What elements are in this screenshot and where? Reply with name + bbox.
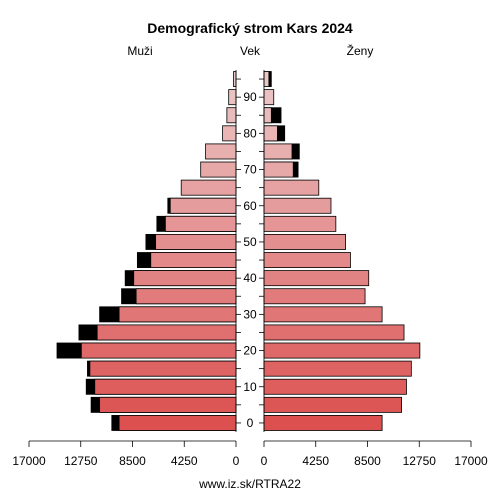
- female-bar: [263, 414, 383, 431]
- female-bar: [263, 179, 320, 196]
- male-bar: [180, 179, 237, 196]
- male-bar: [226, 107, 237, 124]
- male-bar: [118, 306, 237, 323]
- female-bar: [263, 125, 278, 142]
- female-bar: [263, 107, 272, 124]
- age-tick-label: 10: [243, 380, 257, 394]
- male-bar: [222, 125, 237, 142]
- x-tick-label: 0: [261, 454, 268, 468]
- male-bar: [164, 215, 237, 232]
- x-tick-label: 4250: [171, 454, 198, 468]
- female-bar: [263, 324, 405, 341]
- male-bar: [133, 270, 237, 287]
- male-bar: [228, 89, 237, 106]
- x-tick-label: 8500: [119, 454, 146, 468]
- age-tick-label: 0: [247, 416, 254, 430]
- male-bar: [150, 252, 237, 269]
- female-bar: [263, 71, 270, 88]
- age-tick-label: 80: [243, 126, 257, 140]
- x-axis-left: 17000 12750 8500 4250 0: [12, 440, 240, 468]
- male-bar: [205, 143, 237, 160]
- male-bar: [155, 233, 237, 250]
- age-tick-label: 20: [243, 344, 257, 358]
- female-bars: [263, 71, 421, 431]
- female-bar: [263, 396, 402, 413]
- female-bar: [263, 360, 412, 377]
- female-bar: [263, 161, 294, 178]
- age-tick-label: 90: [243, 90, 257, 104]
- right-series-label: Ženy: [347, 43, 374, 58]
- footer-source: www.iz.sk/RTRA22: [198, 477, 301, 491]
- male-bar: [118, 414, 237, 431]
- age-axis-label: Vek: [240, 44, 261, 58]
- chart-title: Demografický strom Kars 2024: [147, 20, 353, 36]
- x-tick-label: 17000: [12, 454, 46, 468]
- male-bar: [169, 197, 237, 214]
- age-tick-label: 70: [243, 163, 257, 177]
- female-bar: [263, 378, 407, 395]
- female-bar: [263, 288, 366, 305]
- female-bar: [263, 306, 383, 323]
- age-tick-label: 30: [243, 307, 257, 321]
- male-bar: [96, 324, 237, 341]
- male-bar: [94, 378, 237, 395]
- x-tick-label: 8500: [354, 454, 381, 468]
- female-bar: [263, 252, 351, 269]
- age-tick-label: 50: [243, 235, 257, 249]
- female-bar: [263, 143, 293, 160]
- female-bar: [263, 233, 346, 250]
- male-bar: [200, 161, 237, 178]
- male-bars: [56, 71, 237, 431]
- female-bar: [263, 342, 421, 359]
- male-bar: [80, 342, 237, 359]
- x-tick-label: 0: [233, 454, 240, 468]
- female-bar: [263, 89, 275, 106]
- age-ticks: 0 10 20 30 40 50 60 70 80 90: [235, 70, 265, 432]
- age-tick-label: 60: [243, 199, 257, 213]
- x-tick-label: 4250: [302, 454, 329, 468]
- female-bar: [263, 197, 332, 214]
- x-tick-label: 12750: [64, 454, 98, 468]
- x-tick-label: 17000: [454, 454, 488, 468]
- male-bar: [135, 288, 237, 305]
- male-bar: [89, 360, 237, 377]
- x-axis-right: 0 4250 8500 12750 17000: [261, 440, 488, 468]
- left-series-label: Muži: [127, 44, 152, 58]
- female-bar: [263, 270, 370, 287]
- male-bar: [99, 396, 237, 413]
- x-tick-label: 12750: [403, 454, 437, 468]
- female-bar: [263, 215, 337, 232]
- age-tick-label: 40: [243, 271, 257, 285]
